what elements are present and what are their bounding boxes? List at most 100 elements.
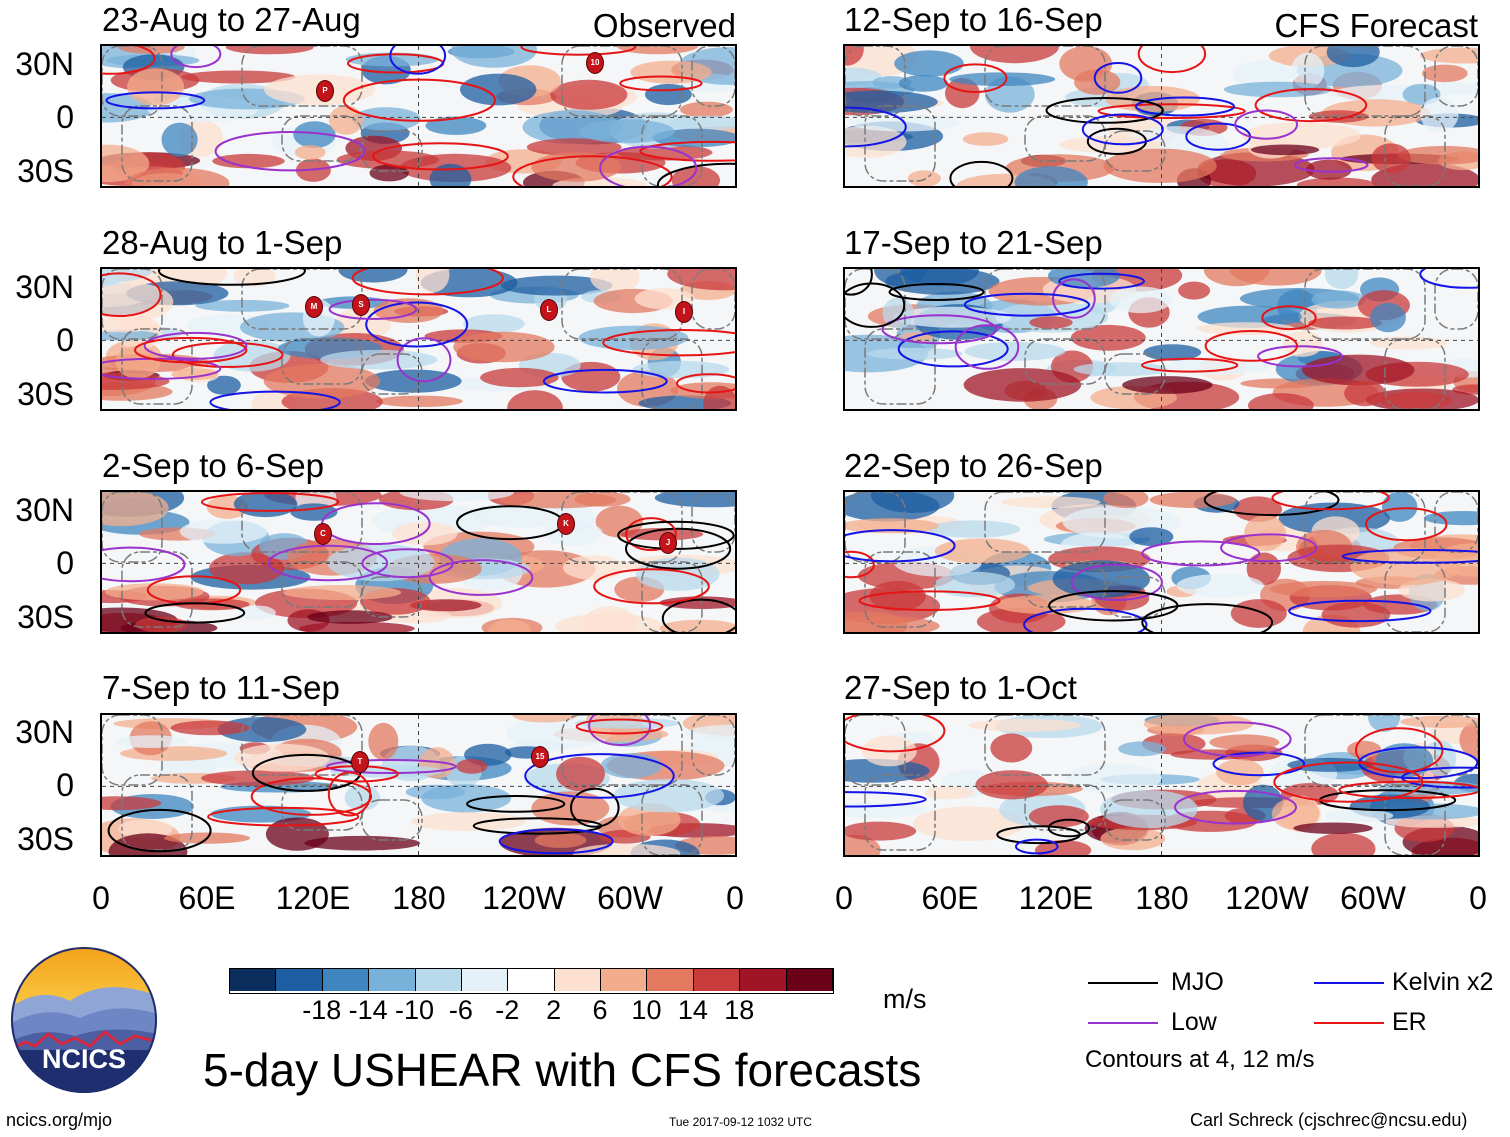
shear-anomaly-blob (668, 115, 735, 131)
shear-anomaly-blob (1271, 797, 1320, 830)
coastline (984, 715, 1106, 776)
coastline (1104, 353, 1166, 395)
wave-contour (466, 795, 566, 813)
coastline (845, 46, 906, 117)
lat-label-30s: 30S (17, 599, 74, 635)
shear-anomaly-blob (685, 724, 735, 742)
shear-anomaly-blob (556, 756, 605, 792)
wave-contour (107, 808, 212, 853)
wave-contour (625, 517, 677, 552)
wave-contour (593, 568, 710, 605)
wave-contour (676, 373, 735, 394)
wave-contour (845, 106, 907, 148)
shear-anomaly-blob (263, 364, 381, 399)
lon-label-60e: 60E (921, 880, 979, 916)
shear-anomaly-blob (373, 298, 444, 323)
wave-contour (954, 324, 1020, 370)
shear-anomaly-blob (304, 835, 420, 851)
mjo-legend-label: MJO (1171, 968, 1224, 996)
wave-contour (602, 329, 735, 357)
lon-label-0: 0 (835, 880, 853, 916)
panel-title-4: 7-Sep to 11-Sep (102, 669, 340, 706)
shear-anomaly-blob (934, 538, 1030, 564)
wave-contour (943, 63, 1008, 94)
coastline (1384, 115, 1446, 186)
shear-anomaly-blob (882, 297, 914, 329)
lat-label-30s: 30S (17, 153, 74, 189)
footer-author[interactable]: Carl Schreck (cjschrec@ncsu.edu) (1190, 1110, 1468, 1130)
shear-anomaly-blob (1421, 64, 1468, 83)
coastline (361, 799, 423, 841)
coastline (241, 46, 363, 107)
shear-anomaly-blob (1291, 52, 1325, 89)
shear-anomaly-blob (644, 83, 692, 106)
shear-anomaly-blob (659, 596, 735, 609)
shear-anomaly-blob (294, 145, 326, 160)
wave-contour (1234, 109, 1299, 140)
wave-contour (102, 46, 156, 75)
main-title: 5-day USHEAR with CFS forecasts (203, 1044, 922, 1096)
shear-anomaly-blob (562, 555, 624, 580)
shear-anomaly-blob (1100, 790, 1198, 829)
shear-anomaly-blob (298, 621, 415, 632)
coastline (1304, 269, 1426, 340)
colorbar-cell (647, 969, 694, 991)
wave-contour (102, 272, 162, 317)
cfs-forecast-label: CFS Forecast (1274, 7, 1478, 44)
shear-anomaly-blob (927, 520, 1021, 538)
wave-contour (996, 825, 1081, 845)
shear-field-map (102, 492, 735, 632)
shear-anomaly-blob (1073, 362, 1169, 377)
wave-contour (365, 301, 469, 348)
lat-label-eq: 0 (56, 767, 74, 803)
colorbar-tick-label: 10 (631, 995, 662, 1025)
shear-anomaly-blob (1103, 492, 1149, 509)
coastline (361, 353, 423, 395)
shear-anomaly-blob (1244, 515, 1286, 552)
shear-anomaly-blob (990, 733, 1033, 763)
shear-anomaly-blob (369, 164, 409, 182)
storm-marker: T (351, 751, 369, 773)
storm-marker: L (540, 299, 558, 321)
colorbar-tick-label: -18 (302, 995, 342, 1025)
wave-contour (1052, 278, 1096, 319)
colorbar-cell (369, 969, 416, 991)
wave-contour (498, 828, 614, 855)
panel-title-8: 27-Sep to 1-Oct (844, 669, 1077, 706)
shear-anomaly-blob (1420, 97, 1459, 133)
shear-anomaly-blob (845, 125, 907, 158)
colorbar-tick-label: -10 (395, 995, 435, 1025)
lon-label-120e: 120E (275, 880, 351, 916)
wave-contour (845, 791, 927, 808)
shear-anomaly-blob (1001, 496, 1101, 508)
shear-anomaly-blob (995, 595, 1096, 614)
coastline (1024, 784, 1106, 831)
shear-field-map (845, 715, 1478, 855)
shear-anomaly-blob (555, 613, 664, 632)
lat-label-eq: 0 (56, 545, 74, 581)
wave-contour (1261, 305, 1317, 331)
footer-url[interactable]: ncics.org/mjo (6, 1110, 113, 1130)
shear-anomaly-blob (845, 758, 930, 783)
lat-label-30n: 30N (15, 269, 74, 305)
colorbar-cell (740, 969, 787, 991)
panel-title-3: 2-Sep to 6-Sep (102, 447, 324, 484)
shear-anomaly-blob (613, 778, 725, 813)
wave-contour (1365, 507, 1448, 542)
wave-contour (157, 269, 306, 286)
wave-contour (396, 337, 452, 383)
colorbar-tick-label: 18 (724, 995, 755, 1025)
shear-anomaly-blob (550, 79, 628, 110)
coastline (1104, 799, 1166, 841)
shear-anomaly-blob (632, 360, 730, 379)
shear-anomaly-blob (1178, 281, 1211, 300)
shear-anomaly-blob (500, 275, 613, 296)
map-panel-2 (100, 267, 737, 411)
wave-contour (143, 331, 248, 360)
wave-contour (845, 550, 875, 579)
low-legend-label: Low (1171, 1008, 1217, 1036)
observed-label: Observed (592, 7, 736, 44)
storm-marker: J (659, 532, 677, 554)
colorbar-cell (461, 969, 509, 991)
lon-label-60w: 60W (597, 880, 663, 916)
